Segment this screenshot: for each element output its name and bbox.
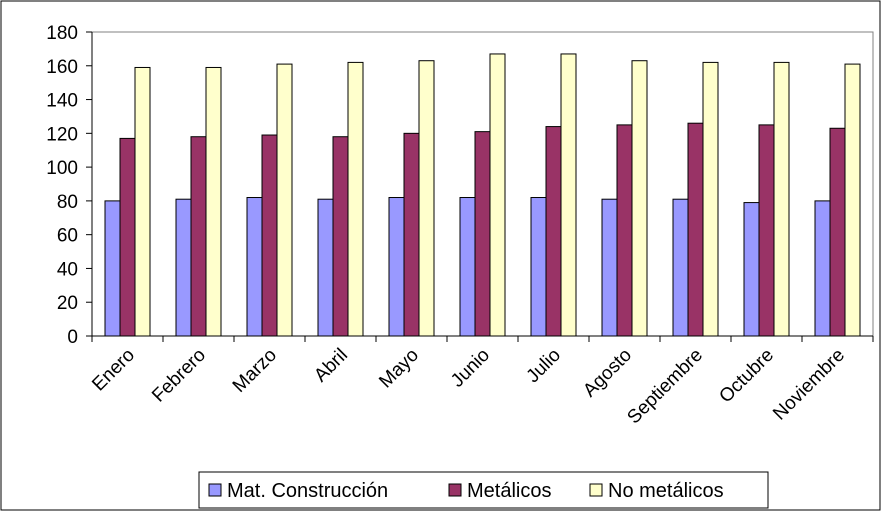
legend: Mat. Construcción Metálicos No metálicos: [198, 471, 769, 509]
bar-mat-construccion: [246, 197, 263, 337]
bar-no-metalicos: [702, 61, 719, 337]
y-tick-label: 40: [57, 259, 78, 280]
bar-metalicos: [687, 122, 704, 337]
bar-metalicos: [119, 137, 136, 337]
bar-mat-construccion: [672, 198, 689, 337]
bar-no-metalicos: [205, 66, 222, 337]
y-tick-label: 100: [46, 158, 78, 179]
bar-metalicos: [332, 136, 349, 337]
bar-no-metalicos: [631, 60, 648, 337]
y-tick-label: 60: [57, 226, 78, 247]
legend-label: No metálicos: [608, 480, 724, 502]
bar-mat-construccion: [104, 200, 121, 337]
bar-no-metalicos: [347, 61, 364, 337]
y-tick-label: 180: [46, 23, 78, 44]
legend-box: [198, 471, 769, 509]
legend-swatch: [448, 483, 462, 497]
bar-metalicos: [545, 126, 562, 337]
legend-swatch: [589, 483, 603, 497]
bars: [104, 53, 861, 337]
bar-metalicos: [616, 124, 633, 337]
y-tick-label: 160: [46, 57, 78, 78]
bar-mat-construccion: [317, 198, 334, 337]
bar-no-metalicos: [489, 53, 506, 337]
bar-metalicos: [758, 124, 775, 337]
y-tick-label: 120: [46, 124, 78, 145]
bar-metalicos: [829, 127, 846, 337]
y-axis: 0 20 40 60 80 100 120 140 160 180: [46, 23, 93, 348]
y-tick-label: 20: [57, 293, 78, 314]
bar-mat-construccion: [388, 197, 405, 337]
bar-no-metalicos: [276, 63, 293, 337]
legend-label: Metálicos: [467, 480, 551, 502]
bar-no-metalicos: [844, 63, 861, 337]
bar-metalicos: [474, 131, 491, 337]
bar-mat-construccion: [530, 197, 547, 337]
y-tick-label: 140: [46, 91, 78, 112]
bar-mat-construccion: [601, 198, 618, 337]
bar-no-metalicos: [134, 66, 151, 337]
bar-mat-construccion: [743, 202, 760, 337]
bar-no-metalicos: [560, 53, 577, 337]
legend-swatch: [208, 483, 222, 497]
bar-metalicos: [190, 136, 207, 337]
bar-no-metalicos: [773, 61, 790, 337]
legend-label: Mat. Construcción: [227, 480, 388, 502]
y-tick-label: 80: [57, 192, 78, 213]
bar-metalicos: [403, 132, 420, 337]
bar-mat-construccion: [175, 198, 192, 337]
bar-mat-construccion: [814, 200, 831, 337]
bar-no-metalicos: [418, 60, 435, 337]
y-tick-label: 0: [67, 327, 78, 348]
bar-mat-construccion: [459, 197, 476, 337]
bar-metalicos: [261, 134, 278, 337]
